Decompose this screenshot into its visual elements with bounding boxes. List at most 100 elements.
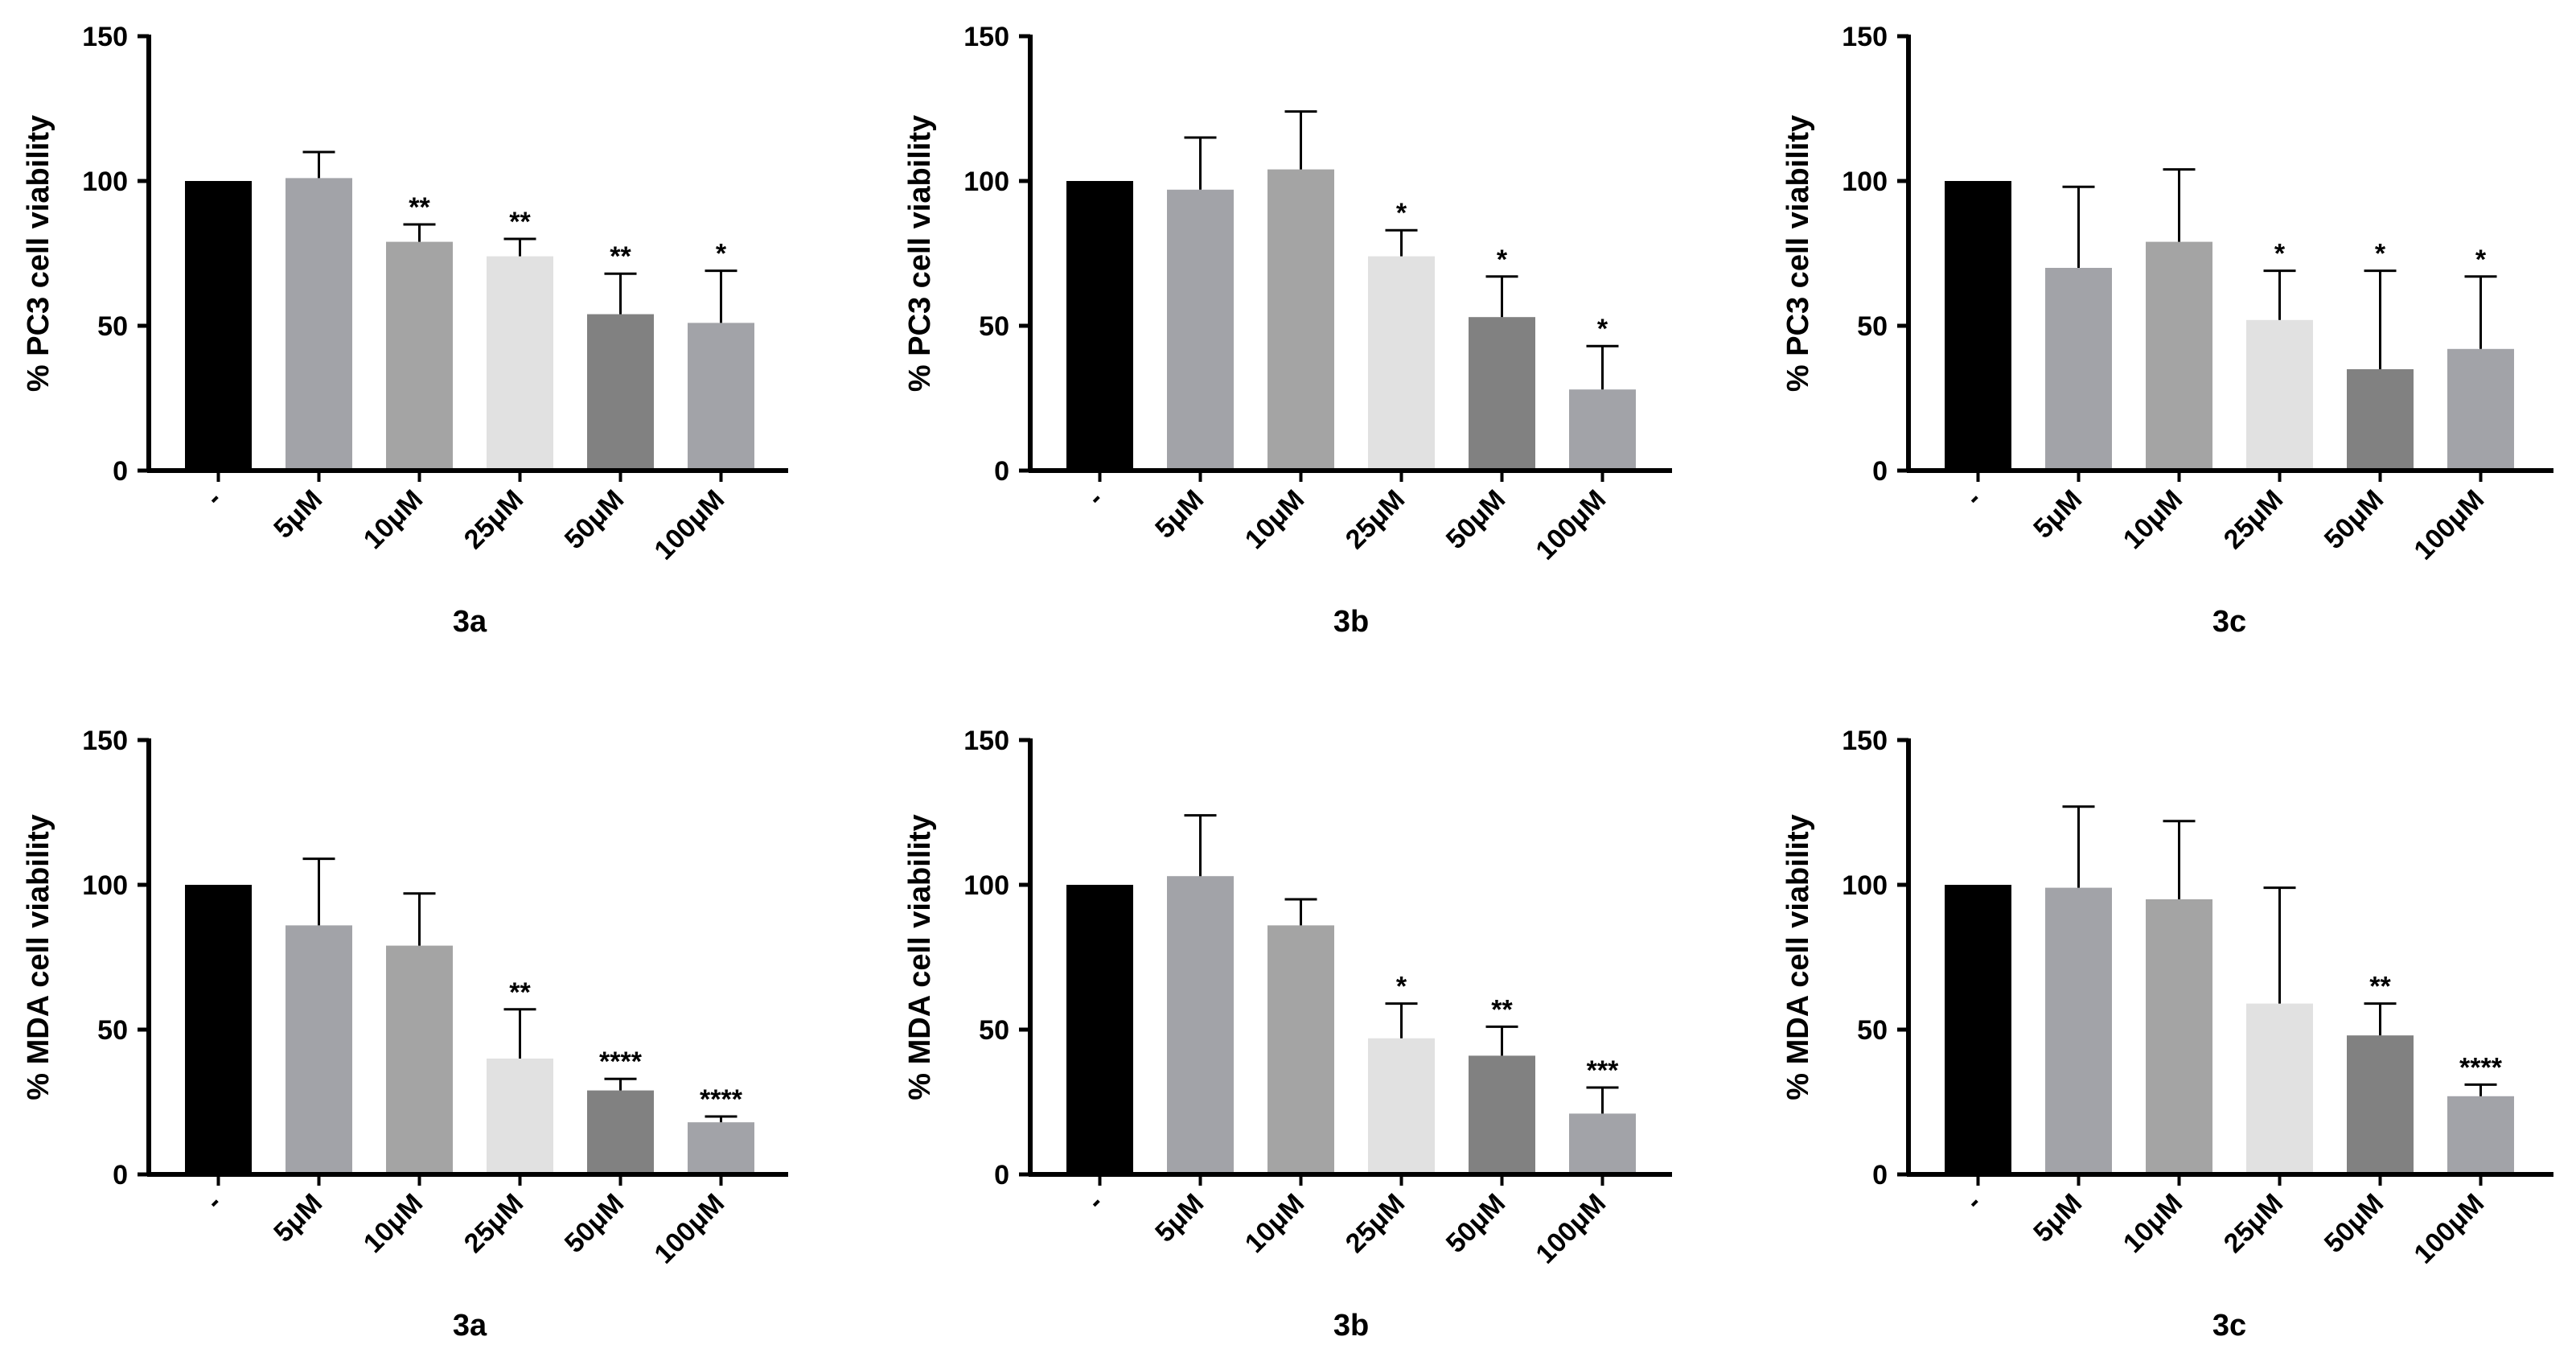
y-tick-label-2: 50 [97,311,128,342]
y-tick-label-3: 100 [82,870,128,901]
x-tick-label-3: 10μM [358,1188,429,1259]
x-tick-label-3: 10μM [358,484,429,555]
y-axis-title: % MDA cell viability [903,814,937,1100]
significance-label-4: * [1396,198,1407,228]
x-axis-title: 3c [2212,605,2246,639]
x-tick-label-6: 100μM [1530,1188,1612,1270]
x-tick-label-2: 5μM [2028,484,2088,545]
bar-2 [2045,268,2112,471]
x-tick-label-5: 50μM [1440,484,1511,555]
x-tick-label-1: - [1081,1188,1109,1216]
bar-5 [1469,1055,1535,1174]
bar-3 [1267,169,1334,471]
y-tick-label-3: 100 [82,167,128,197]
bar-1 [185,885,252,1174]
x-tick-label-1: - [1081,484,1109,512]
bar-5 [587,314,654,471]
bar-3 [386,945,453,1174]
significance-label-6: *** [1587,1055,1619,1086]
significance-label-6: **** [700,1084,743,1115]
significance-label-4: * [1396,972,1407,1002]
significance-label-6: * [1597,314,1608,344]
significance-label-5: * [1497,245,1508,275]
chart-panel-5: - 5μM 10μM * 25μM ** 50μM *** 100μM 0 50 100 150 % MD… [903,726,1672,1343]
y-tick-label-1: 0 [113,1160,128,1190]
x-axis-title: 3c [2212,1309,2246,1343]
significance-label-3: ** [409,192,430,223]
chart-panel-3: - 5μM 10μM * 25μM * 50μM * 100μM 0 50 100 150 % PC3 c… [1781,22,2553,639]
bar-1 [1066,181,1133,471]
x-tick-label-2: 5μM [1149,484,1210,545]
x-tick-label-6: 100μM [2408,1188,2490,1270]
y-tick-label-4: 150 [82,22,128,52]
bar-4 [1368,1038,1435,1174]
x-tick-label-3: 10μM [2118,484,2188,555]
bar-5 [587,1090,654,1174]
bar-3 [386,241,453,471]
bar-6 [1569,1113,1636,1174]
y-tick-label-1: 0 [1872,1160,1888,1190]
x-tick-label-1: - [199,1188,228,1216]
x-tick-label-6: 100μM [648,1188,730,1270]
y-tick-label-1: 0 [113,456,128,487]
bar-2 [286,925,352,1174]
bar-5 [2347,369,2414,471]
y-tick-label-2: 50 [97,1015,128,1046]
y-axis-title: % MDA cell viability [1781,814,1815,1100]
y-axis-title: % PC3 cell viability [1781,115,1815,392]
x-tick-label-4: 25μM [1340,484,1411,555]
x-tick-label-3: 10μM [2118,1188,2188,1259]
y-axis-title: % PC3 cell viability [22,115,55,392]
x-axis-title: 3a [453,1309,487,1343]
bar-1 [1945,885,2011,1174]
bar-4 [487,256,553,471]
x-tick-label-5: 50μM [559,1188,630,1259]
bar-6 [2447,1096,2514,1174]
bar-4 [487,1059,553,1174]
y-tick-label-4: 150 [963,726,1009,756]
significance-label-5: ** [1491,994,1513,1025]
bar-6 [688,323,754,471]
x-tick-label-6: 100μM [2408,484,2490,566]
y-tick-label-1: 0 [994,1160,1009,1190]
bar-4 [2246,1003,2313,1174]
x-tick-label-6: 100μM [1530,484,1612,566]
y-axis-title: % PC3 cell viability [903,115,937,392]
x-tick-label-3: 10μM [1239,484,1310,555]
x-axis-title: 3b [1333,1309,1369,1343]
y-tick-label-4: 150 [1842,726,1888,756]
x-tick-label-3: 10μM [1239,1188,1310,1259]
bar-2 [1167,876,1234,1174]
bar-4 [2246,319,2313,471]
y-tick-label-3: 100 [1842,870,1888,901]
x-tick-label-2: 5μM [2028,1188,2088,1248]
y-tick-label-2: 50 [979,311,1009,342]
y-tick-label-1: 0 [1872,456,1888,487]
x-tick-label-4: 25μM [458,1188,529,1259]
x-tick-label-2: 5μM [268,1188,328,1248]
y-tick-label-2: 50 [1857,1015,1888,1046]
x-tick-label-5: 50μM [559,484,630,555]
x-axis-title: 3b [1333,605,1369,639]
bar-3 [1267,925,1334,1174]
bar-5 [1469,317,1535,471]
significance-label-5: ** [2369,972,2391,1002]
x-tick-label-2: 5μM [1149,1188,1210,1248]
significance-label-5: **** [599,1047,643,1077]
chart-panel-1: - 5μM ** 10μM ** 25μM ** 50μM * 100μM 0 50 100 150 % P… [22,22,788,639]
significance-label-6: **** [2459,1052,2503,1083]
y-tick-label-4: 150 [963,22,1009,52]
bar-5 [2347,1035,2414,1174]
bar-6 [2447,348,2514,471]
bar-1 [1945,181,2011,471]
x-axis-title: 3a [453,605,487,639]
bar-3 [2146,241,2212,471]
bar-2 [1167,189,1234,471]
x-tick-label-1: - [1959,484,1987,512]
chart-panel-2: - 5μM 10μM * 25μM * 50μM * 100μM 0 50 100 150 % PC3 c… [903,22,1672,639]
bar-1 [185,181,252,471]
chart-panel-4: - 5μM 10μM ** 25μM **** 50μM **** 100μM 0 50 100 150… [22,726,788,1343]
significance-label-4: * [2274,239,2286,269]
bar-2 [286,178,352,471]
